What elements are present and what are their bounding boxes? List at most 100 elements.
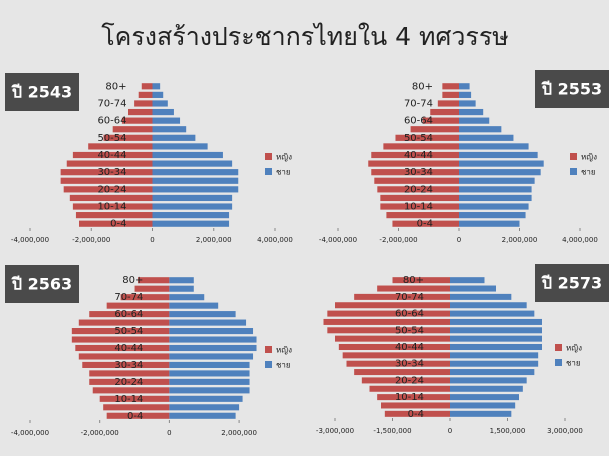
bar — [152, 203, 233, 210]
x-tick-label: 2,000,000 — [502, 236, 538, 244]
x-tick-label: 1,500,000 — [490, 427, 526, 435]
bar — [384, 410, 450, 417]
bar — [450, 335, 542, 342]
x-tick-label: -2,000,000 — [72, 236, 110, 244]
legend-swatch — [265, 346, 272, 353]
bar — [422, 117, 459, 124]
category-label: 70-74 — [395, 292, 424, 303]
bar — [152, 126, 187, 133]
bar — [152, 169, 239, 176]
bar — [152, 143, 208, 150]
chart-title: โครงสร้างประชากรไทยใน 4 ทศวรรษ — [101, 22, 509, 51]
bar — [450, 377, 527, 384]
bar — [169, 311, 236, 318]
bar — [459, 91, 472, 98]
year-box — [5, 265, 79, 303]
legend-label: ชาย — [581, 168, 596, 177]
bar — [169, 353, 254, 360]
bar — [450, 369, 535, 376]
bar — [361, 377, 450, 384]
category-label: 40-44 — [97, 150, 126, 161]
x-tick-label: -4,000,000 — [319, 236, 357, 244]
bar — [152, 160, 233, 167]
legend-label: หญิง — [276, 153, 292, 162]
x-tick-label: 0 — [150, 236, 154, 244]
bar — [89, 311, 170, 318]
x-tick-label: 2,000,000 — [221, 429, 257, 437]
x-tick-label: -2,000,000 — [81, 429, 119, 437]
bar — [169, 294, 205, 301]
bar — [120, 294, 170, 301]
legend-label: หญิง — [276, 346, 292, 355]
bar — [152, 117, 181, 124]
bar — [459, 212, 526, 219]
x-tick-label: -4,000,000 — [11, 236, 49, 244]
bar — [450, 394, 519, 401]
category-label: 30-34 — [395, 359, 424, 370]
bar — [392, 220, 459, 227]
bar — [72, 151, 153, 159]
x-tick-label: 3,000,000 — [547, 427, 583, 435]
category-label: 60-64 — [97, 116, 126, 127]
bar — [450, 343, 542, 351]
bar — [152, 100, 168, 107]
bar — [66, 160, 153, 167]
category-label: 0-4 — [417, 219, 433, 230]
bar — [369, 385, 450, 392]
bar — [380, 194, 459, 202]
category-label: 0-4 — [110, 219, 126, 230]
bar — [371, 151, 459, 159]
bar — [380, 203, 459, 210]
x-tick-label: 0 — [167, 429, 171, 437]
bar — [338, 343, 450, 351]
legend-swatch — [555, 359, 562, 366]
year-box — [535, 264, 609, 302]
x-tick-label: 0 — [457, 236, 461, 244]
bar — [430, 108, 459, 116]
bar — [377, 394, 450, 401]
bar — [459, 151, 538, 159]
bar — [169, 370, 250, 377]
bar — [410, 126, 459, 133]
bar — [459, 220, 520, 227]
bar — [134, 100, 153, 107]
bar — [459, 203, 529, 210]
bar — [82, 361, 170, 368]
category-label: 50-54 — [114, 326, 143, 337]
bar — [152, 186, 239, 193]
bar — [368, 160, 459, 167]
category-label: 80+ — [105, 81, 126, 92]
bar — [169, 378, 250, 385]
bar — [88, 143, 153, 150]
category-label: 70-74 — [404, 98, 433, 109]
bar — [450, 302, 527, 309]
x-tick-label: 4,000,000 — [257, 236, 293, 244]
bar — [442, 83, 459, 90]
bar — [71, 336, 170, 343]
bar — [450, 360, 539, 367]
bar — [169, 395, 243, 402]
category-label: 60-64 — [114, 309, 143, 320]
category-label: 20-24 — [404, 184, 433, 195]
bar — [450, 277, 485, 284]
bar — [459, 100, 476, 107]
legend-swatch — [265, 153, 272, 160]
bar — [383, 143, 459, 150]
bar — [459, 83, 470, 90]
bar — [354, 369, 450, 376]
bar — [152, 91, 164, 98]
bar — [450, 410, 512, 417]
bar — [63, 186, 153, 193]
bar — [138, 277, 170, 284]
bar — [354, 293, 450, 300]
bar — [459, 108, 484, 116]
bar — [169, 319, 247, 326]
bar — [459, 117, 490, 124]
legend-swatch — [265, 168, 272, 175]
bar — [152, 108, 174, 116]
bar — [92, 387, 170, 394]
category-label: 50-54 — [97, 133, 126, 144]
bar — [459, 169, 541, 176]
bar — [450, 293, 512, 300]
